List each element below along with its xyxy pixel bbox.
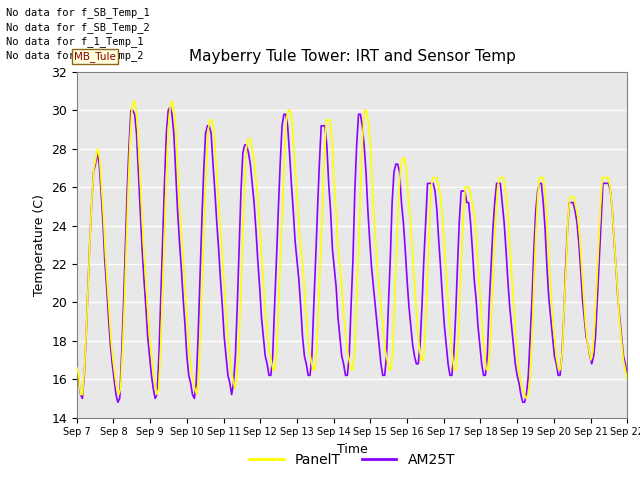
X-axis label: Time: Time <box>337 443 367 456</box>
Text: No data for f_SB_Temp_2: No data for f_SB_Temp_2 <box>6 22 150 33</box>
Legend: PanelT, AM25T: PanelT, AM25T <box>243 448 461 473</box>
Text: No data for f_1_Temp_1: No data for f_1_Temp_1 <box>6 36 144 47</box>
Y-axis label: Temperature (C): Temperature (C) <box>33 194 45 296</box>
Title: Mayberry Tule Tower: IRT and Sensor Temp: Mayberry Tule Tower: IRT and Sensor Temp <box>189 49 515 64</box>
Text: No data for f_SB_Temp_1: No data for f_SB_Temp_1 <box>6 7 150 18</box>
Text: MB_Tule: MB_Tule <box>74 51 115 62</box>
Text: No data for f_1_Temp_2: No data for f_1_Temp_2 <box>6 50 144 61</box>
